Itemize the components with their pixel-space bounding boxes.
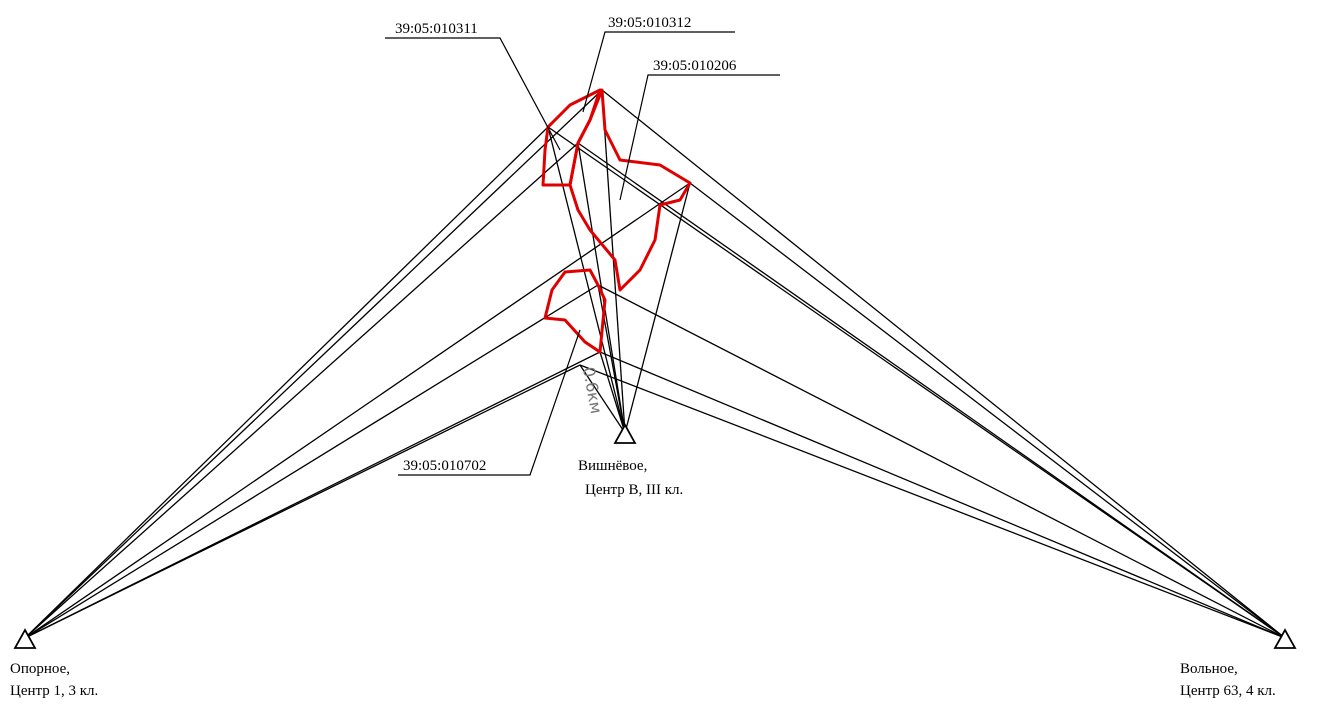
ray: [599, 351, 626, 434]
parcel-outline: [568, 88, 692, 292]
ray: [624, 182, 691, 434]
ray: [24, 126, 549, 639]
station-name: Вольное,: [1180, 661, 1238, 677]
ray: [579, 364, 1286, 639]
ray: [689, 182, 1286, 639]
ray: [597, 284, 1286, 639]
ray: [577, 142, 1286, 639]
station-name: Вишнёвое,: [578, 458, 647, 474]
parcel-label: 39:05:010702: [403, 458, 486, 474]
ray: [601, 89, 1286, 639]
ray: [24, 89, 603, 639]
ray: [597, 284, 626, 434]
ray: [579, 364, 626, 434]
parcel-outline: [543, 268, 607, 354]
leader-line: [619, 74, 780, 201]
ray: [577, 142, 626, 434]
ray: [24, 142, 579, 639]
ray: [547, 126, 1286, 639]
station-center: Центр В, III кл.: [585, 482, 683, 498]
ray: [24, 182, 691, 639]
ray: [24, 351, 601, 639]
observation-rays: [24, 89, 1286, 639]
parcel-label: 39:05:010311: [395, 21, 478, 37]
parcels: [541, 88, 692, 354]
ray: [24, 284, 599, 639]
leader-line: [582, 31, 735, 113]
ray: [547, 126, 626, 434]
leader-line: [385, 37, 561, 151]
station-center: Центр 1, 3 кл.: [10, 683, 98, 699]
leader-line: [398, 329, 581, 476]
parcel-label: 39:05:010206: [653, 58, 737, 74]
station-marker: [13, 628, 37, 649]
ray: [601, 89, 626, 434]
ray: [599, 351, 1286, 639]
station-center: Центр 63, 4 кл.: [1180, 683, 1276, 699]
station-marker: [613, 423, 637, 444]
leaders: [385, 31, 780, 476]
station-name: Опорное,: [10, 661, 70, 677]
parcel-label: 39:05:010312: [608, 15, 691, 31]
station-marker: [1273, 628, 1297, 649]
